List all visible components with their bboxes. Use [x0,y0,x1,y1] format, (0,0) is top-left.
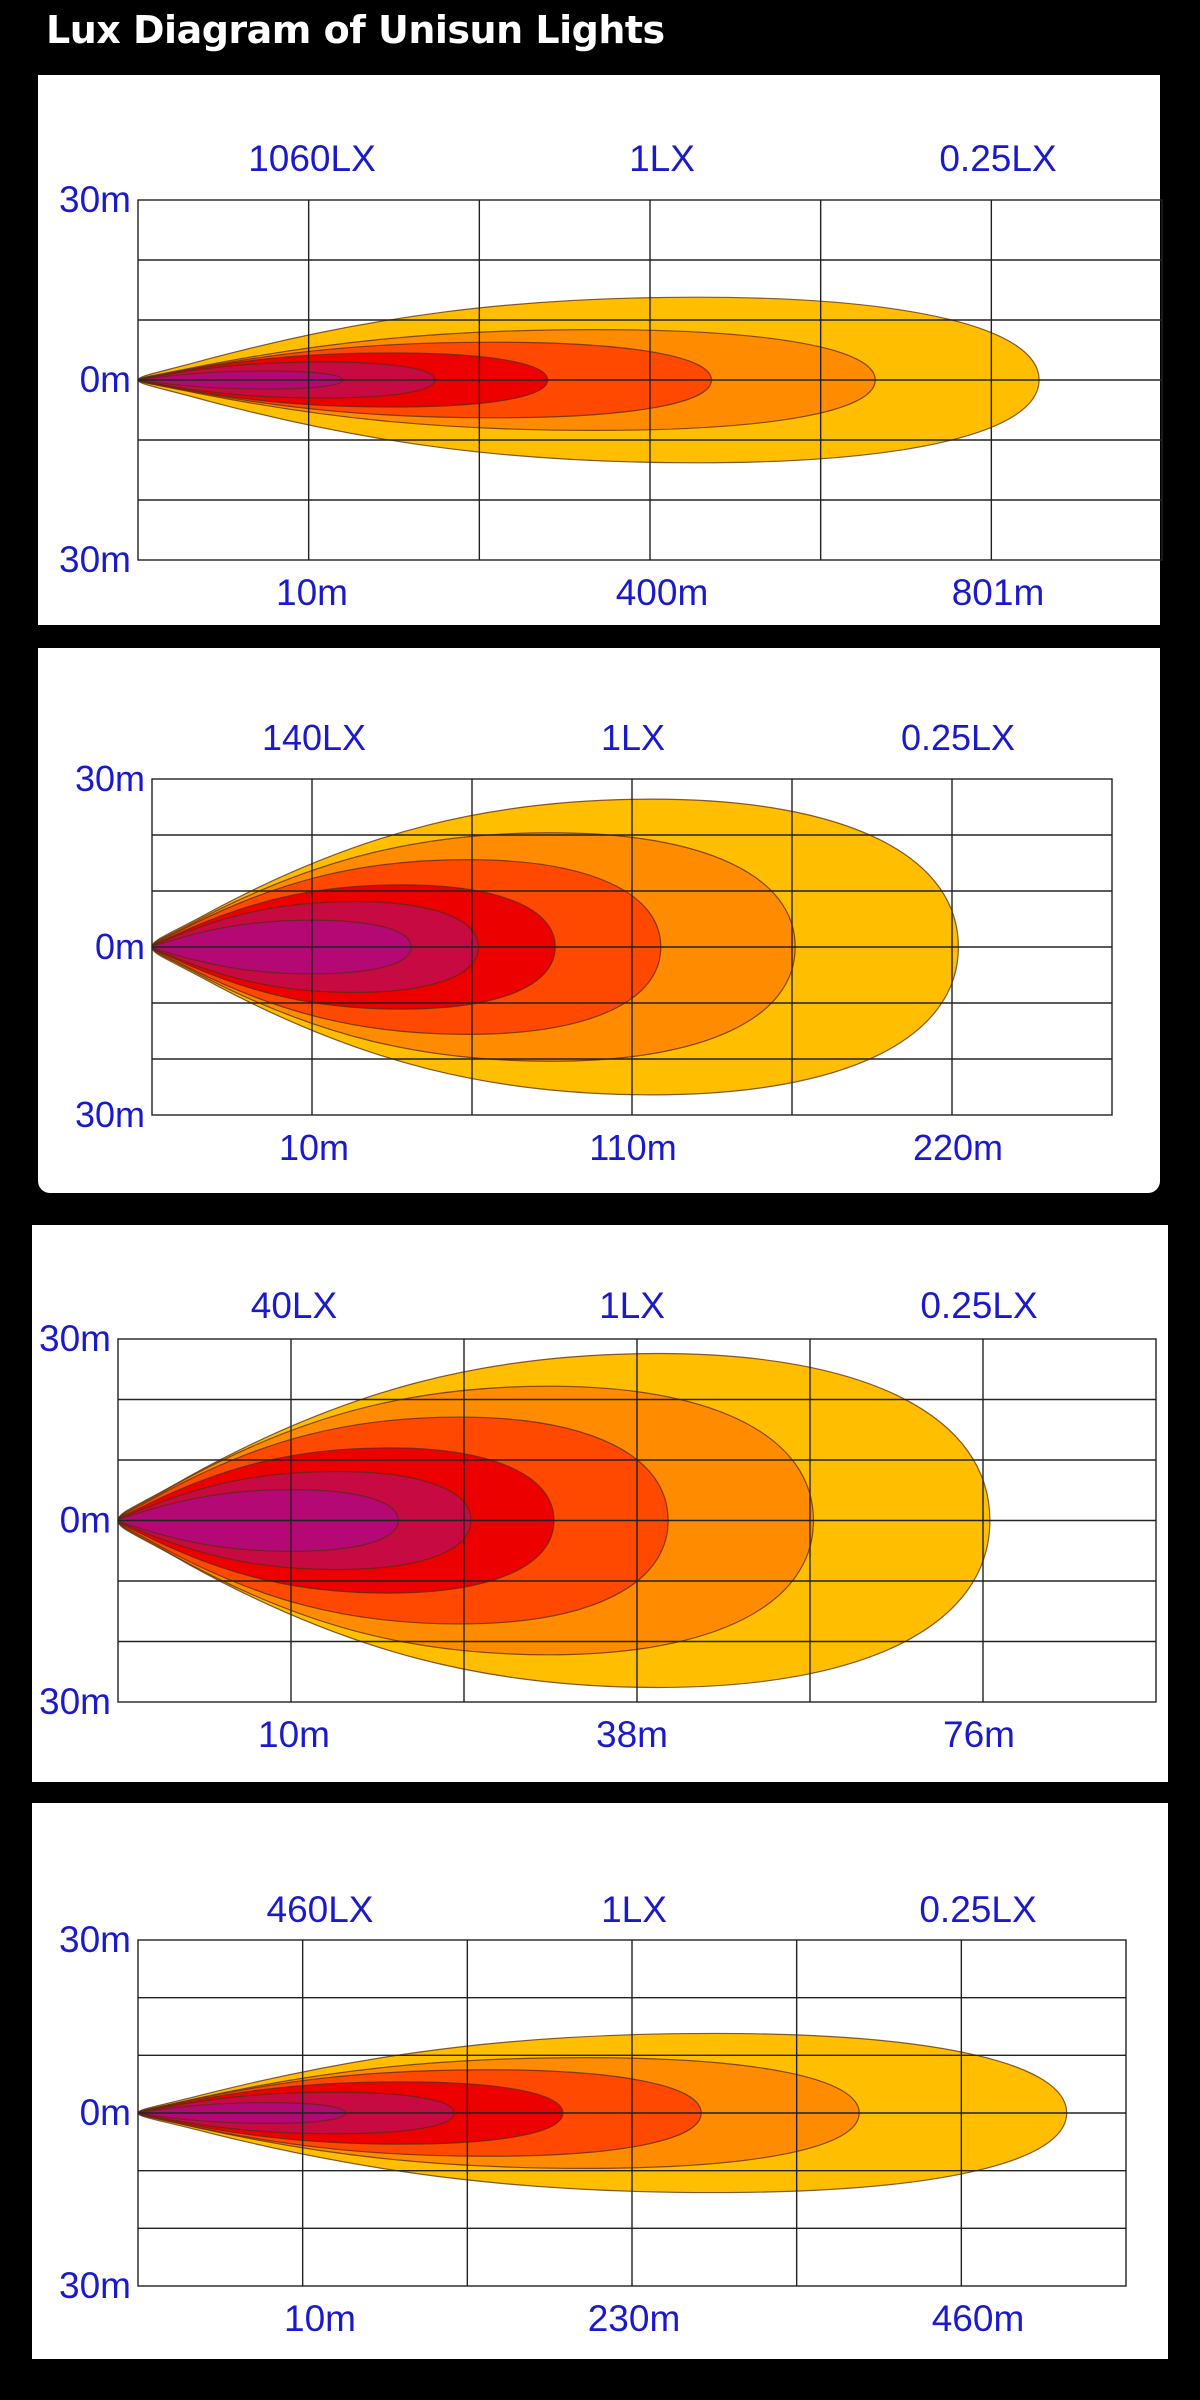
plot-frame [137,1939,1127,2287]
y-tick-label: 30m [39,1681,111,1722]
lux-label: 40LX [251,1285,337,1326]
y-tick-label: 30m [59,179,131,220]
lux-label: 1LX [601,717,665,758]
plot-frame [151,778,1113,1116]
x-tick-label: 38m [596,1714,668,1755]
y-tick-label: 0m [80,2092,131,2133]
x-tick-label: 76m [943,1714,1015,1755]
x-tick-label: 801m [952,572,1045,613]
lux-label: 1LX [599,1285,665,1326]
x-tick-label: 10m [258,1714,330,1755]
lux-chart-panel-3: 40LX 1LX 0.25LX 10m 38m 76m 30m 0m 30m [32,1225,1168,1782]
lux-label: 460LX [267,1889,374,1930]
lux-label: 0.25LX [919,1889,1036,1930]
lux-label: 140LX [262,717,366,758]
lux-chart-2: 140LX 1LX 0.25LX 10m 110m 220m 30m 0m 30m [75,717,1113,1168]
x-tick-label: 220m [913,1127,1003,1168]
lux-chart-3: 40LX 1LX 0.25LX 10m 38m 76m 30m 0m 30m [39,1285,1157,1755]
lux-label: 0.25LX [939,138,1056,179]
x-tick-label: 10m [284,2298,356,2339]
lux-label: 1060LX [248,138,376,179]
x-tick-label: 110m [589,1127,676,1168]
y-tick-label: 0m [60,1500,111,1541]
y-tick-label: 30m [75,1094,145,1135]
lux-chart-1: 1060LX 1LX 0.25LX 10m 400m 801m 30m 0m 30m [59,138,1163,613]
x-tick-label: 460m [932,2298,1025,2339]
page-title: Lux Diagram of Unisun Lights [46,8,665,52]
y-tick-label: 30m [59,2265,131,2306]
plot-frame [117,1338,1157,1703]
lux-chart-4: 460LX 1LX 0.25LX 10m 230m 460m 30m 0m 30m [59,1889,1127,2339]
x-tick-label: 400m [616,572,709,613]
y-tick-label: 30m [59,539,131,580]
lux-label: 1LX [601,1889,667,1930]
x-tick-label: 10m [279,1127,349,1168]
y-tick-label: 0m [80,359,131,400]
lux-chart-panel-4: 460LX 1LX 0.25LX 10m 230m 460m 30m 0m 30m [32,1803,1168,2359]
y-tick-label: 30m [39,1318,111,1359]
x-tick-label: 230m [588,2298,681,2339]
plot-frame [137,199,1163,561]
lux-label: 0.25LX [920,1285,1037,1326]
y-tick-label: 0m [95,926,145,967]
lux-chart-panel-1: 1060LX 1LX 0.25LX 10m 400m 801m 30m 0m 30m [38,75,1163,625]
y-tick-label: 30m [75,758,145,799]
y-tick-label: 30m [59,1919,131,1960]
lux-label: 1LX [629,138,695,179]
x-tick-label: 10m [276,572,348,613]
lux-chart-panel-2: 140LX 1LX 0.25LX 10m 110m 220m 30m 0m 30m [38,648,1160,1193]
lux-label: 0.25LX [901,717,1015,758]
